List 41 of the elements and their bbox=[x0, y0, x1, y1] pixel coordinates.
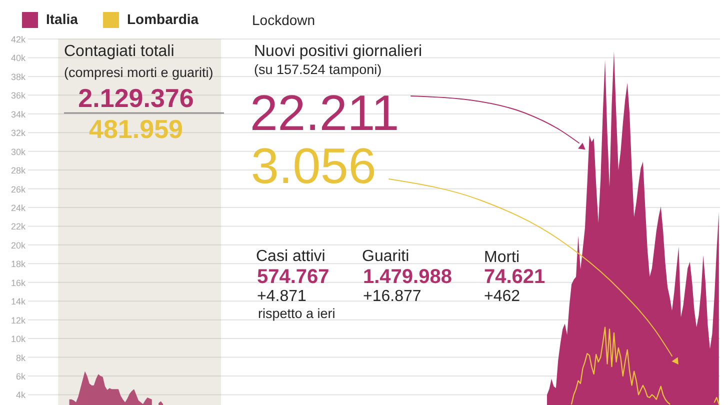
y-tick-label: 14k bbox=[10, 296, 26, 307]
y-tick-label: 22k bbox=[10, 222, 26, 232]
annotation: +4.871 bbox=[257, 288, 306, 305]
y-tick-label: 6k bbox=[16, 371, 26, 382]
text: Lockdown bbox=[252, 12, 316, 28]
annotation: Guariti bbox=[362, 248, 410, 265]
y-tick-label: 8k bbox=[16, 352, 26, 363]
annotation: 574.767 bbox=[257, 266, 330, 288]
y-tick-label: 32k bbox=[10, 128, 26, 138]
annotation: Contagiati totali bbox=[64, 43, 174, 60]
y-tick-label: 40k bbox=[10, 53, 26, 64]
y-tick-label: 30k bbox=[10, 146, 26, 157]
y-tick-label: 28k bbox=[10, 166, 26, 176]
legend-label: Italia bbox=[46, 11, 78, 27]
y-tick-label: 16k bbox=[10, 278, 26, 288]
annotation: Casi attivi bbox=[256, 248, 326, 265]
annotation: rispetto a ieri bbox=[258, 306, 336, 321]
annotation: 74.621 bbox=[484, 266, 546, 288]
y-tick-label: 18k bbox=[10, 259, 26, 270]
annotation: Nuovi positivi giornalieri bbox=[254, 43, 422, 60]
annotation: 481.959 bbox=[89, 114, 183, 144]
legend-label: Lombardia bbox=[127, 11, 199, 27]
y-tick-label: 38k bbox=[10, 72, 26, 82]
y-tick-label: 4k bbox=[16, 390, 26, 400]
y-tick-label: 26k bbox=[10, 184, 26, 194]
annotation: +16.877 bbox=[363, 288, 422, 305]
annotation: +462 bbox=[484, 288, 520, 305]
y-tick-label: 20k bbox=[10, 240, 26, 250]
y-tick-label: 42k bbox=[10, 34, 26, 44]
annotation: 1.479.988 bbox=[363, 266, 452, 288]
y-tick-label: 36k bbox=[10, 90, 26, 101]
y-tick-label: 24k bbox=[10, 202, 26, 213]
annotation: 2.129.376 bbox=[78, 83, 194, 113]
annotation: (compresi morti e guariti) bbox=[64, 65, 214, 80]
annotation: (su 157.524 tamponi) bbox=[254, 62, 382, 77]
y-tick-label: 34k bbox=[10, 109, 26, 120]
annotation: 3.056 bbox=[251, 138, 376, 194]
annotation: 22.211 bbox=[250, 85, 400, 141]
y-tick-label: 10k bbox=[10, 334, 26, 344]
y-tick-label: 12k bbox=[10, 315, 26, 326]
annotation: Morti bbox=[484, 249, 520, 266]
